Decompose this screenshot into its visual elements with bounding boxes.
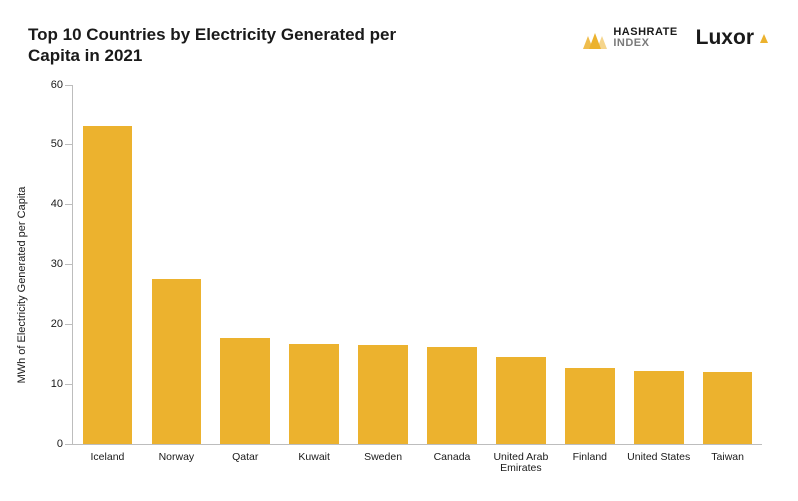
x-tick-label: Canada (418, 452, 487, 464)
bar-slot: United Arab Emirates (486, 85, 555, 444)
x-tick-label: Norway (142, 452, 211, 464)
luxor-icon (758, 32, 770, 44)
y-tick (65, 144, 73, 145)
bar (427, 347, 477, 444)
x-tick-label: Taiwan (693, 452, 762, 464)
chart-title: Top 10 Countries by Electricity Generate… (28, 24, 448, 67)
y-tick-label: 30 (51, 258, 63, 270)
chart-container: Top 10 Countries by Electricity Generate… (0, 0, 798, 501)
bar (289, 344, 339, 443)
bar (496, 357, 546, 443)
hashrate-text: HASHRATE INDEX (613, 27, 677, 49)
bar (152, 279, 202, 444)
y-tick-label: 40 (51, 198, 63, 210)
hashrate-label-bottom: INDEX (613, 38, 677, 49)
bar-slot: Norway (142, 85, 211, 444)
bar (83, 126, 133, 443)
bars-group: IcelandNorwayQatarKuwaitSwedenCanadaUnit… (73, 85, 762, 444)
logo-row: HASHRATE INDEX Luxor (583, 26, 770, 50)
x-tick-label: Finland (555, 452, 624, 464)
hashrate-icon (583, 27, 607, 49)
y-tick-label: 50 (51, 138, 63, 150)
bar-slot: Kuwait (280, 85, 349, 444)
y-tick (65, 204, 73, 205)
y-tick (65, 324, 73, 325)
bar-slot: Sweden (349, 85, 418, 444)
bar-slot: Canada (418, 85, 487, 444)
y-tick-label: 20 (51, 318, 63, 330)
chart-area: MWh of Electricity Generated per Capita … (28, 85, 770, 485)
bar (220, 338, 270, 443)
luxor-label: Luxor (696, 26, 754, 50)
hashrate-index-logo: HASHRATE INDEX (583, 27, 677, 49)
x-tick-label: United States (624, 452, 693, 464)
x-tick-label: Kuwait (280, 452, 349, 464)
y-axis-label: MWh of Electricity Generated per Capita (16, 186, 28, 383)
bar-slot: Finland (555, 85, 624, 444)
bar (565, 368, 615, 443)
bar-slot: Taiwan (693, 85, 762, 444)
bar (703, 372, 753, 443)
y-tick-label: 60 (51, 79, 63, 91)
bar-slot: Qatar (211, 85, 280, 444)
y-tick (65, 85, 73, 86)
header: Top 10 Countries by Electricity Generate… (28, 24, 770, 67)
bar (634, 371, 684, 444)
y-tick-label: 10 (51, 378, 63, 390)
plot-area: IcelandNorwayQatarKuwaitSwedenCanadaUnit… (72, 85, 762, 445)
luxor-logo: Luxor (696, 26, 770, 50)
y-tick (65, 444, 73, 445)
x-tick-label: Iceland (73, 452, 142, 464)
x-tick-label: United Arab Emirates (486, 452, 555, 475)
bar (358, 345, 408, 443)
x-tick-label: Sweden (349, 452, 418, 464)
bar-slot: United States (624, 85, 693, 444)
y-tick (65, 264, 73, 265)
y-tick-label: 0 (57, 438, 63, 450)
y-tick (65, 384, 73, 385)
bar-slot: Iceland (73, 85, 142, 444)
x-tick-label: Qatar (211, 452, 280, 464)
